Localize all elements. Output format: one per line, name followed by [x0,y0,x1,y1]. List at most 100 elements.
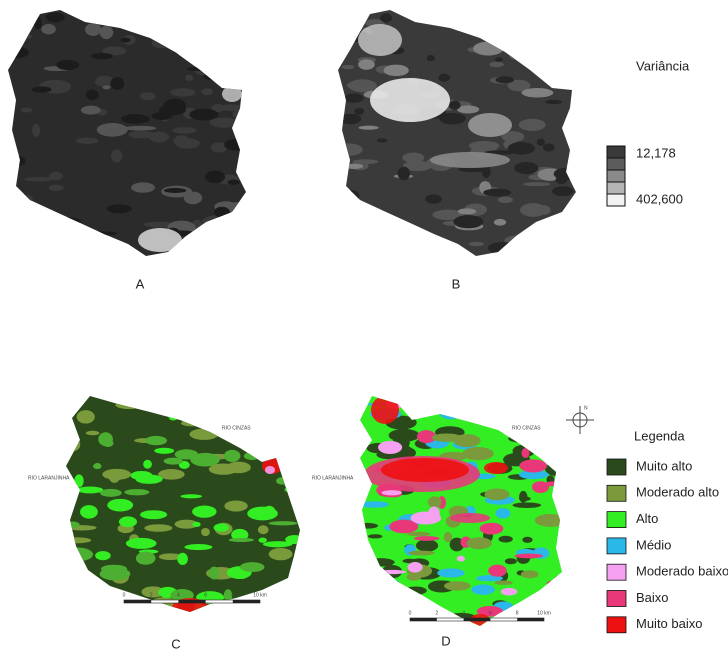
map-patch [201,528,210,536]
map-patch [428,496,442,508]
map-patch [425,194,442,203]
map-patch [172,127,197,133]
map-patch [110,77,124,90]
map-patch [61,547,93,561]
map-highlight [138,228,182,252]
scale-label: 8 [516,610,519,616]
map-patch [554,576,565,586]
legend-swatch [607,512,626,528]
scale-seg [233,600,260,603]
map-patch [227,180,239,185]
map-patch [519,119,546,131]
map-patch [49,185,64,191]
map-patch [42,243,64,254]
map-patch [187,67,217,72]
map-patch [555,586,564,596]
map-patch [488,565,507,577]
map-patch [337,143,345,152]
scale-label: 6 [204,592,207,598]
map-patch [32,124,40,137]
map-patch [438,74,450,82]
map-patch [483,189,511,197]
map-patch [269,548,293,560]
map-patch [347,81,370,89]
map-patch [230,21,240,28]
map-patch [521,570,539,578]
map-patch [124,126,156,131]
map-patch [358,501,389,507]
variance-swatch [607,170,625,182]
map-patch [284,447,313,453]
map-patch [382,578,399,591]
map-patch [489,62,504,67]
legend-swatch [607,564,626,580]
map-patch [509,50,536,61]
map-patch [258,525,269,534]
map-patch [262,420,282,433]
map-patch [344,94,363,103]
map-patch [494,580,512,584]
variance-max: 402,600 [636,191,683,206]
legend-label: Muito alto [636,458,692,473]
map-patch [519,491,527,503]
map-patch [174,41,185,54]
map-patch [93,463,101,469]
map-patch [488,242,517,254]
map-patch [351,572,377,581]
map-patch [537,205,550,215]
map-patch [214,207,230,218]
map-patch [342,65,355,69]
scale-seg [410,618,437,621]
map-patch [400,396,410,404]
map-patch [224,500,247,511]
map-patch [192,398,221,408]
map-patch [398,167,410,181]
map-patch [173,402,192,410]
map-patch [533,435,561,444]
map-patch [368,609,391,616]
north-arrow [566,406,594,434]
map-patch [124,489,149,495]
map-patch [284,483,304,487]
map-patch [535,514,566,527]
map-patch [466,537,491,549]
map-patch [77,487,103,494]
map-patch [223,11,249,21]
map-patch [86,431,100,435]
scale-label: 6 [489,610,492,616]
map-patch [380,241,410,252]
map-patch [521,9,551,20]
map-patch [209,32,224,45]
map-patch [364,573,377,579]
map-patch [194,243,206,256]
map-panel [326,7,584,257]
scale-label: 2 [435,610,438,616]
map-panel [54,392,312,618]
map-patch [184,31,214,40]
map-patch [522,448,530,458]
map-patch [449,101,461,110]
map-patch [544,584,573,597]
map-patch [277,587,304,596]
map-patch [551,583,563,597]
map-highlight [381,458,469,482]
map-highlight [450,513,490,523]
map-patch [202,17,228,24]
map-patch [21,108,33,113]
map-patch [244,452,260,460]
map-patch [209,567,219,580]
map-patch [352,159,378,164]
variance-title: Variância [636,58,690,73]
map-patch [488,14,513,28]
map-patch [85,23,101,36]
north-label: N [584,405,588,411]
map-patch [408,551,434,556]
panel-label: C [171,636,180,651]
scale-label: 0 [123,592,126,598]
map-patch [458,208,476,214]
map-patch [61,504,70,513]
scale-label: 10 km [253,592,267,598]
map-patch [384,65,409,77]
map-patch [185,75,193,81]
map-patch [179,36,195,47]
